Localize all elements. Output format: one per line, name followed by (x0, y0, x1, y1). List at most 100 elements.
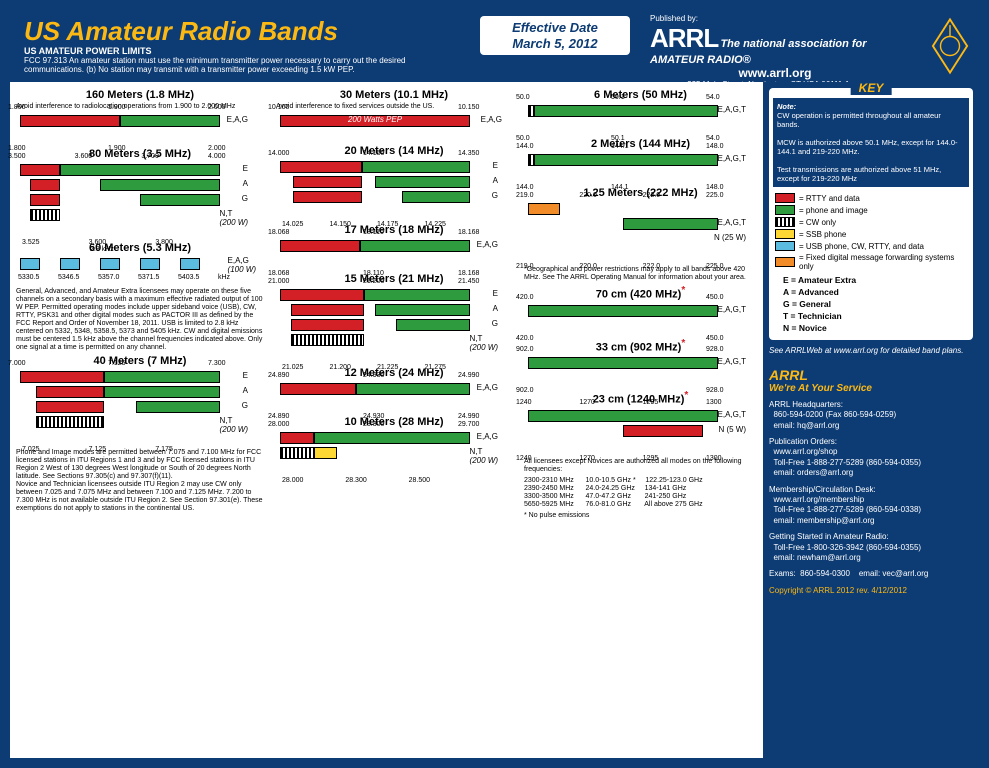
band-chart: 3.5003.6003.7004.000EAGN,T(200 W)3.5253.… (20, 162, 220, 236)
tick-label: 14.350 (458, 150, 479, 157)
tick-label: 420.0 (516, 335, 534, 342)
seg (120, 115, 220, 127)
key-item: = CW only (775, 217, 967, 227)
seg (36, 401, 104, 413)
band-chart: 28.00028.30029.700E,A,GN,T(200 W)28.0002… (280, 430, 470, 474)
tick-label: 450.0 (706, 294, 724, 301)
seg (60, 164, 220, 176)
seg (280, 432, 314, 444)
seg-channel (20, 258, 40, 270)
tick-label: 1300 (706, 455, 722, 462)
contact-block: Publication Orders: www.arrl.org/shop To… (769, 437, 973, 479)
license-label: E,A,G (477, 240, 498, 249)
tick-label: 18.110 (363, 229, 384, 236)
license-label: N,T(200 W) (470, 334, 498, 352)
seg (360, 240, 470, 252)
contact-blocks: ARRL Headquarters: 860-594-0200 (Fax 860… (769, 400, 973, 580)
tick-label: 5346.5 (58, 274, 79, 281)
seg (623, 425, 703, 437)
key-label: = USB phone, CW, RTTY, and data (799, 242, 924, 251)
seg (291, 319, 363, 331)
contact-block: Getting Started in Amateur Radio: Toll-F… (769, 532, 973, 563)
tick-label: 54.0 (706, 94, 720, 101)
key-items: = RTTY and data= phone and image= CW onl… (775, 193, 967, 271)
license-label: E,A,G,T (718, 410, 746, 419)
column-2: 30 Meters (10.1 MHz)Avoid interference t… (270, 82, 518, 758)
column-3: 6 Meters (50 MHz)50.050.154.0E,A,G,T50.0… (518, 82, 763, 758)
key-label: = SSB phone (799, 230, 846, 239)
tick-label: 28.000 (282, 477, 303, 484)
band-chart: 902.0928.0E,A,G,T902.0928.0 (528, 355, 718, 384)
see-web: See ARRLWeb at www.arrl.org for detailed… (769, 346, 973, 356)
band-chart: 14.00014.15014.350EAG14.02514.15014.1751… (280, 159, 470, 218)
band-title: 160 Meters (1.8 MHz) (16, 89, 264, 101)
tick-label: 50.1 (611, 94, 625, 101)
tick-label: 222.0 (643, 263, 661, 270)
tick-label: 5371.5 (138, 274, 159, 281)
tick-label: 3.600 (75, 153, 93, 160)
tick-label: 4.000 (208, 153, 226, 160)
tick-label: 144.1 (611, 143, 629, 150)
arrl-url: www.arrl.org (650, 66, 900, 80)
seg (20, 164, 60, 176)
license-label: E,A,G (481, 115, 502, 124)
contact-block: Exams: 860-594-0300 email: vec@arrl.org (769, 569, 973, 579)
seg (528, 203, 560, 215)
seg (314, 432, 470, 444)
key-label: = Fixed digital message forwarding syste… (799, 253, 967, 271)
seg (291, 304, 363, 316)
seg (364, 289, 470, 301)
seg (534, 154, 718, 166)
seg (140, 194, 220, 206)
freq-table: 2300-2310 MHz 10.0-10.5 GHz * 122.25-123… (524, 477, 757, 509)
license-label: E,A,G,T (718, 305, 746, 314)
tick-label: 7.000 (8, 360, 26, 367)
band-chart: 1.8001.9002.000E,A,G1.8001.9002.000 (20, 113, 220, 142)
tick-label: 21.200 (330, 364, 351, 371)
license-label: G (242, 401, 248, 410)
band-note: Avoid interference to radiolocation oper… (16, 103, 264, 111)
band-chart: 18.06818.11018.168E,A,G18.06818.11018.16… (280, 238, 470, 267)
band-title: 6 Meters (50 MHz) (524, 89, 757, 101)
seg (280, 447, 314, 459)
tick-label: 21.450 (458, 278, 479, 285)
tick-label: 7.175 (155, 446, 173, 453)
tick-label: 219.0 (516, 192, 534, 199)
license-label: N (25 W) (714, 233, 746, 242)
tick-label: 7.300 (208, 360, 226, 367)
seg (402, 191, 470, 203)
license-label: A (493, 304, 498, 313)
header: US Amateur Radio Bands US AMATEUR POWER … (10, 10, 979, 82)
tick-label: 3.525 (22, 239, 40, 246)
tick-label: 54.0 (706, 135, 720, 142)
tick-label: 1270 (579, 399, 595, 406)
tick-label: 24.890 (268, 372, 289, 379)
tick-label: 1.900 (108, 104, 126, 111)
key-note: Note: CW operation is permitted througho… (773, 98, 969, 187)
subtitle: US AMATEUR POWER LIMITS (24, 46, 152, 56)
band-title: 40 Meters (7 MHz) (16, 355, 264, 367)
tick-label: 928.0 (706, 346, 724, 353)
key-item: = Fixed digital message forwarding syste… (775, 253, 967, 271)
tick-label: 24.930 (363, 372, 384, 379)
tick-label: 14.175 (377, 221, 398, 228)
tick-label: 5357.0 (98, 274, 119, 281)
license-label: G (492, 191, 498, 200)
tick-label: 14.150 (330, 221, 351, 228)
tick-label: 18.068 (268, 229, 289, 236)
tick-label: 28.000 (268, 421, 289, 428)
seg (30, 194, 60, 206)
key-item: = RTTY and data (775, 193, 967, 203)
seg (528, 305, 718, 317)
band-chart: 7.0007.1257.300EAGN,T(200 W)7.0257.1257.… (20, 369, 220, 443)
tick-label: 1240 (516, 399, 532, 406)
tick-label: 21.225 (377, 364, 398, 371)
arrl-logo-text: ARRL (650, 23, 718, 53)
license-label: N,T(200 W) (470, 447, 498, 465)
page: US Amateur Radio Bands US AMATEUR POWER … (0, 0, 989, 768)
tick-label: 225.0 (706, 263, 724, 270)
band-chart: 24.89024.93024.990E,A,G24.89024.93024.99… (280, 381, 470, 410)
tick-label: 3.500 (8, 153, 26, 160)
tick-label: 1.800 (8, 145, 26, 152)
tick-label: 14.150 (363, 150, 384, 157)
